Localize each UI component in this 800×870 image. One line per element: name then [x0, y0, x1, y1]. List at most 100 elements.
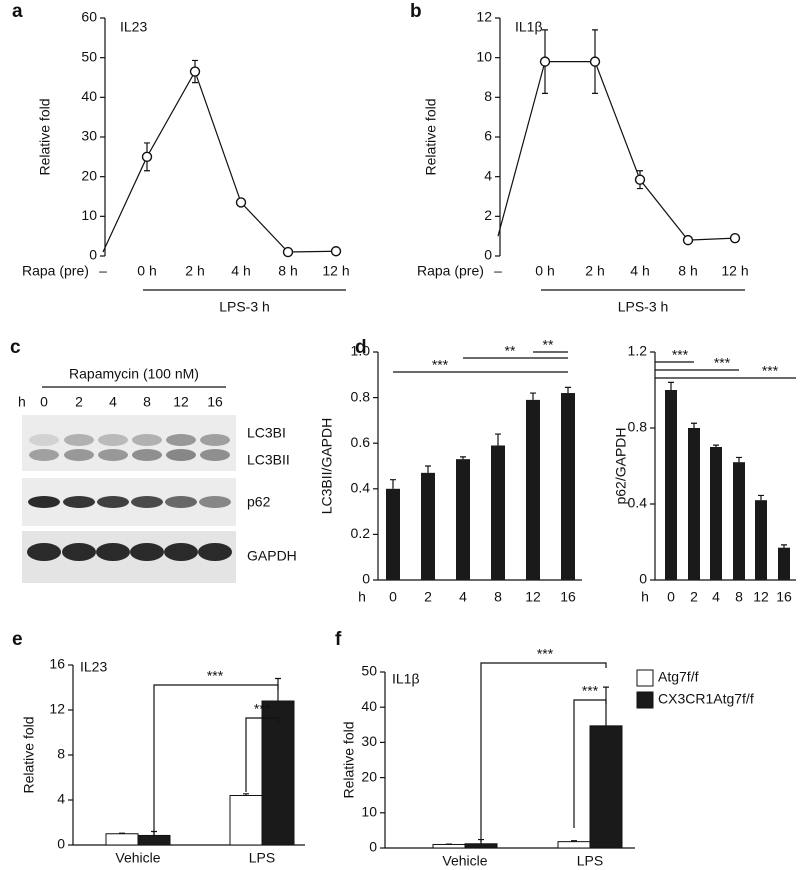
- y-tick-label: 40: [81, 88, 97, 104]
- x-axis-label: h: [358, 589, 366, 605]
- x-tick-label: 4 h: [630, 263, 649, 279]
- y-tick-label: 0: [362, 571, 370, 587]
- chart-title: IL23: [80, 659, 107, 675]
- legend-label: Atg7f/f: [658, 669, 699, 685]
- significance-label: ***: [762, 363, 779, 379]
- bar: [386, 488, 400, 580]
- band-label: LC3BI: [247, 425, 286, 441]
- band-p62: [97, 496, 129, 508]
- band-gapdh: [198, 543, 232, 561]
- y-axis-label: Relative fold: [423, 98, 439, 175]
- y-tick-label: 10: [361, 804, 377, 820]
- marker: [539, 56, 551, 67]
- x-tick-label: 8: [494, 589, 502, 605]
- panel-label: b: [410, 1, 422, 22]
- legend-label: CX3CR1Atg7f/f: [658, 691, 754, 707]
- band-lc3bi: [166, 434, 196, 446]
- lane-label: 12: [173, 394, 189, 410]
- error-bar: [425, 465, 431, 473]
- lane-label: 0: [40, 394, 48, 410]
- x-tick-label: 12 h: [721, 263, 748, 279]
- significance-label: ***: [582, 683, 599, 699]
- line: [497, 61, 736, 241]
- band-lc3bii: [64, 449, 94, 461]
- y-tick-label: 0.2: [351, 525, 371, 541]
- error-bar: [243, 793, 249, 796]
- legend-swatch: [636, 669, 654, 687]
- y-tick-label: 10: [81, 207, 97, 223]
- significance-label: ***: [254, 701, 271, 717]
- y-axis-label: Relative fold: [341, 721, 357, 798]
- y-tick-label: 1.2: [628, 343, 648, 359]
- x-tick-label: –: [99, 263, 107, 279]
- lane-label: 8: [143, 394, 151, 410]
- band-lc3bi: [132, 434, 162, 446]
- chart-title: IL1β: [515, 19, 543, 35]
- error-bar: [571, 840, 577, 842]
- band-label: p62: [247, 494, 271, 510]
- y-tick-label: 30: [361, 733, 377, 749]
- bar: [557, 841, 591, 849]
- y-tick-label: 8: [57, 746, 65, 762]
- x-tick-label: 0: [667, 589, 675, 605]
- x-tick-label: 12: [525, 589, 541, 605]
- error-bar: [592, 29, 598, 94]
- x-tick-label: 16: [560, 589, 576, 605]
- y-axis-label: Relative fold: [21, 716, 37, 793]
- chart-title: IL1β: [392, 671, 420, 687]
- chart-title: IL23: [120, 19, 147, 35]
- x-tick-label: Vehicle: [442, 853, 487, 869]
- bar: [755, 500, 767, 580]
- error-bar: [713, 444, 719, 447]
- significance-bracket: [153, 684, 279, 837]
- band-label: GAPDH: [247, 548, 297, 564]
- y-tick-label: 30: [81, 128, 97, 144]
- error-bar: [565, 386, 571, 394]
- band-lc3bii: [29, 449, 59, 461]
- x-tick-label: 0 h: [137, 263, 156, 279]
- band-gapdh: [96, 543, 130, 561]
- y-tick-label: 1.0: [351, 343, 371, 359]
- marker: [189, 66, 201, 77]
- x-tick-label: 8: [735, 589, 743, 605]
- y-tick-label: 50: [361, 663, 377, 679]
- treatment-label: Rapamycin (100 nM): [69, 366, 199, 382]
- y-tick-label: 0: [639, 571, 647, 587]
- y-tick-label: 4: [484, 167, 492, 183]
- blot-lc3b: [22, 415, 236, 471]
- legend-swatch: [636, 691, 654, 709]
- x-tick-label: Vehicle: [115, 850, 160, 866]
- y-tick-label: 4: [57, 791, 65, 807]
- y-tick-label: 0: [369, 839, 377, 855]
- bar: [733, 462, 745, 580]
- bar: [421, 472, 435, 580]
- x-axis-label: Rapa (pre): [417, 263, 484, 279]
- marker: [235, 197, 247, 208]
- x-tick-label: 2: [424, 589, 432, 605]
- x-axis-label: Rapa (pre): [22, 263, 89, 279]
- x-tick-label: 0: [389, 589, 397, 605]
- band-lc3bi: [64, 434, 94, 446]
- error-bar: [390, 479, 396, 489]
- marker: [729, 232, 741, 244]
- bar: [261, 700, 295, 846]
- panel-label: c: [10, 337, 21, 358]
- error-bar: [460, 456, 466, 460]
- bar: [432, 843, 466, 849]
- bar: [229, 795, 263, 846]
- significance-label: ***: [432, 357, 449, 373]
- band-lc3bii: [98, 449, 128, 461]
- significance-label: **: [543, 337, 554, 353]
- error-bar: [192, 59, 198, 84]
- bar: [561, 393, 575, 580]
- error-bar: [668, 381, 674, 390]
- marker: [634, 174, 646, 185]
- y-axis-label: LC3BII/GAPDH: [319, 418, 335, 514]
- error-bar: [530, 392, 536, 400]
- error-bar: [736, 456, 742, 463]
- significance-label: ***: [672, 347, 689, 363]
- marker: [141, 151, 153, 163]
- y-tick-label: 8: [484, 88, 492, 104]
- y-tick-label: 50: [81, 48, 97, 64]
- y-tick-label: 0: [484, 247, 492, 263]
